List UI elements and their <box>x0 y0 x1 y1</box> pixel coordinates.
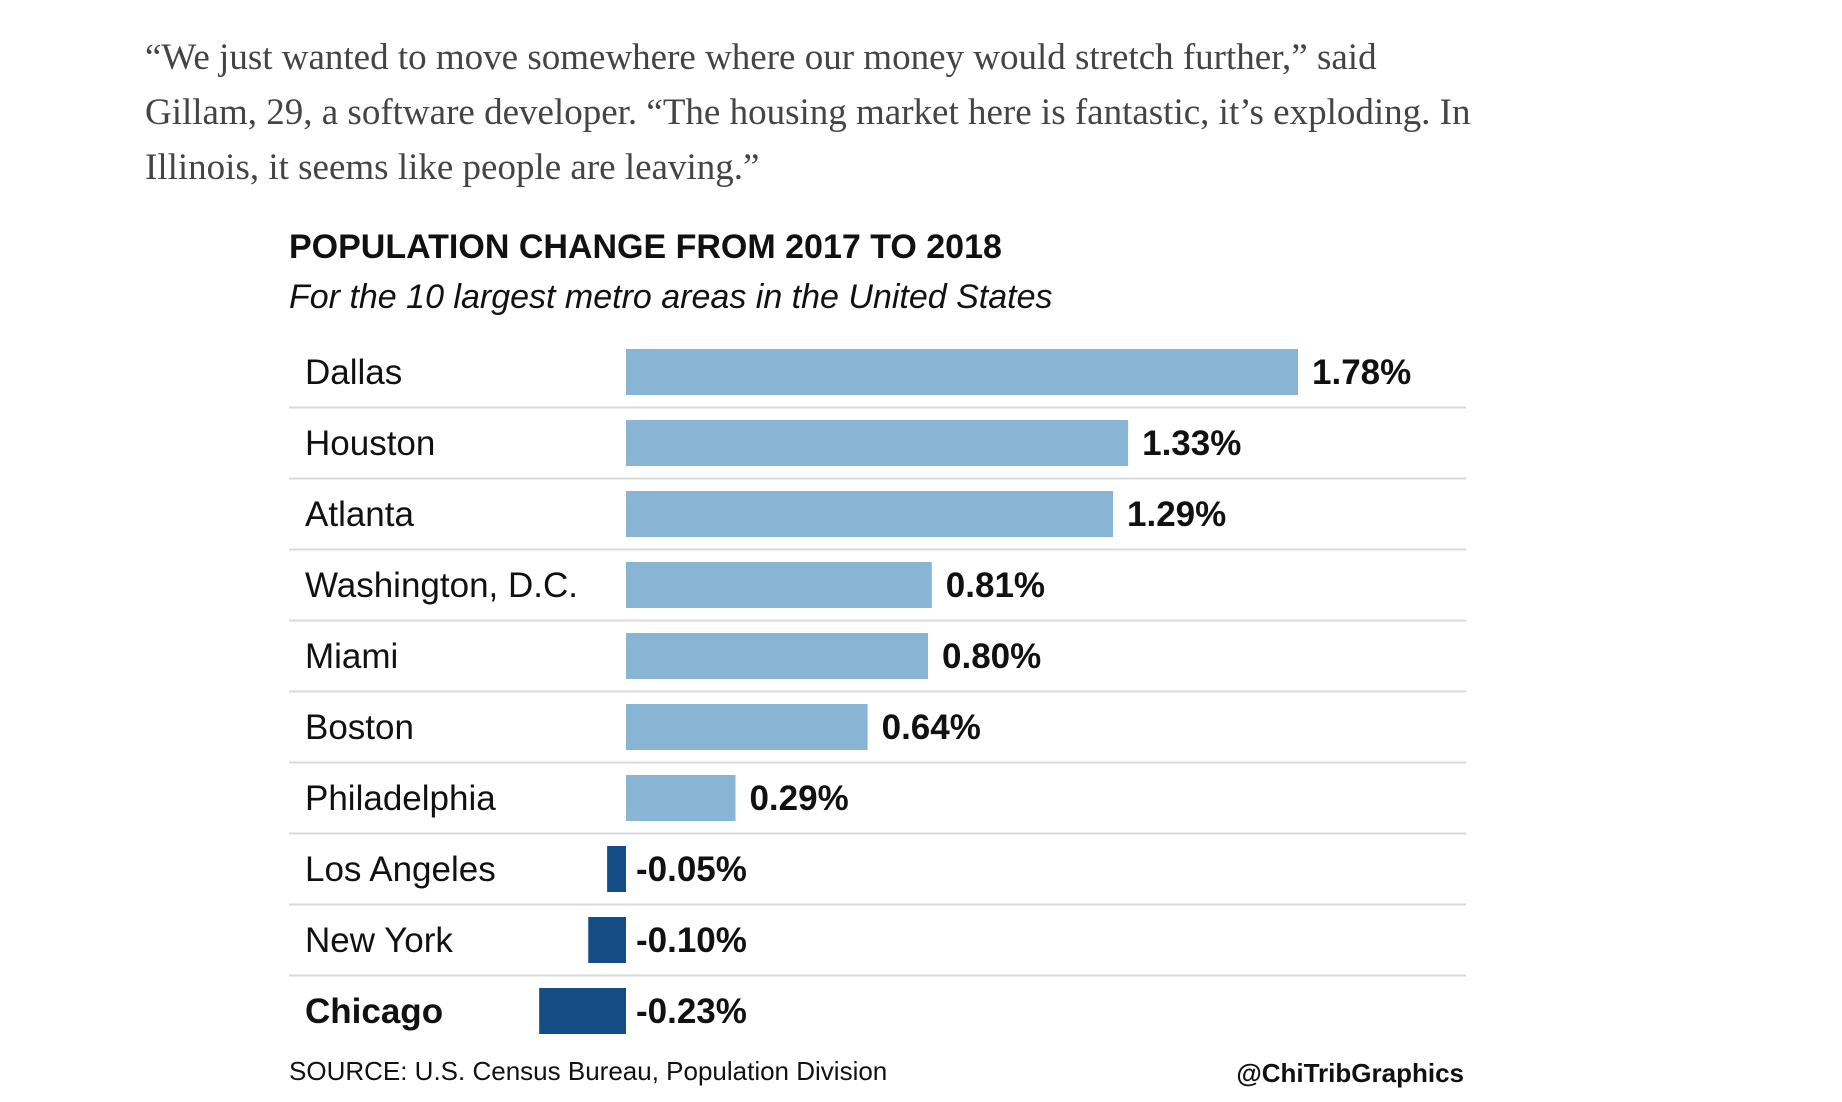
bar <box>588 917 626 963</box>
article-quote: “We just wanted to move somewhere where … <box>145 30 1645 195</box>
value-label: -0.05% <box>636 850 747 889</box>
value-label: 0.80% <box>942 637 1041 676</box>
bar <box>626 491 1114 537</box>
quote-line: Illinois, it seems like people are leavi… <box>145 147 760 188</box>
category-label: Philadelphia <box>305 779 496 818</box>
quote-line: Gillam, 29, a software developer. “The h… <box>145 92 1471 133</box>
quote-line: “We just wanted to move somewhere where … <box>145 37 1377 78</box>
bar <box>626 704 868 750</box>
value-label: 1.29% <box>1127 495 1226 534</box>
category-label: Miami <box>305 637 398 676</box>
category-label: Chicago <box>305 992 443 1031</box>
bar <box>626 349 1298 395</box>
category-label: Washington, D.C. <box>305 566 578 605</box>
value-label: 1.78% <box>1312 353 1411 392</box>
value-label: -0.10% <box>636 921 747 960</box>
chart-source: SOURCE: U.S. Census Bureau, Population D… <box>289 1056 888 1086</box>
category-label: Los Angeles <box>305 850 496 889</box>
bar <box>626 775 736 821</box>
bar <box>626 633 929 679</box>
bar <box>626 562 932 608</box>
bar <box>539 988 626 1034</box>
category-label: Boston <box>305 708 414 747</box>
chart-credit: @ChiTribGraphics <box>1236 1058 1464 1088</box>
value-label: 1.33% <box>1142 424 1241 463</box>
value-label: 0.29% <box>749 779 848 818</box>
chart-subtitle: For the 10 largest metro areas in the Un… <box>289 278 1053 316</box>
value-label: 0.81% <box>946 566 1045 605</box>
category-label: Atlanta <box>305 495 414 534</box>
category-label: Dallas <box>305 353 402 392</box>
bar <box>626 420 1129 466</box>
category-label: Houston <box>305 424 435 463</box>
bar <box>607 846 626 892</box>
value-label: 0.64% <box>882 708 981 747</box>
chart-title: POPULATION CHANGE FROM 2017 TO 2018 <box>289 228 1002 266</box>
category-label: New York <box>305 921 453 960</box>
value-label: -0.23% <box>636 992 747 1031</box>
